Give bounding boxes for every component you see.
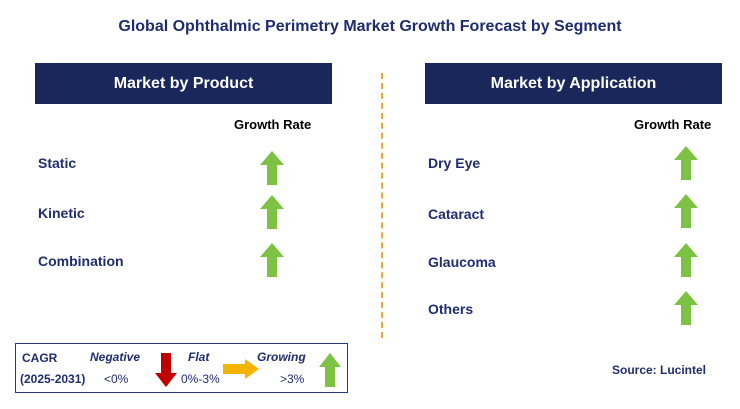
growing-legend-arrow-icon: [319, 353, 341, 387]
panel-divider: [381, 73, 383, 338]
growing-arrow-icon: [674, 146, 698, 180]
legend-flat-label: Flat: [188, 350, 210, 364]
growing-arrow-icon: [674, 194, 698, 228]
application-row-label: Dry Eye: [428, 155, 481, 171]
legend-negative-range: <0%: [104, 372, 129, 386]
growing-arrow-icon: [674, 243, 698, 277]
growing-arrow-icon: [260, 243, 284, 277]
product-growth-rate-heading: Growth Rate: [234, 117, 312, 132]
legend-growing-label: Growing: [257, 350, 306, 364]
application-row-label: Glaucoma: [428, 254, 496, 270]
growing-arrow-icon: [674, 291, 698, 325]
application-row-label: Cataract: [428, 206, 485, 222]
negative-arrow-icon: [155, 353, 177, 387]
product-row-label: Kinetic: [38, 205, 85, 221]
product-panel-header: Market by Product: [35, 63, 332, 104]
legend-cagr-label: CAGR: [22, 351, 58, 365]
product-row-label: Static: [38, 155, 77, 171]
source-note: Source: Lucintel: [612, 363, 707, 377]
product-panel-header-label: Market by Product: [113, 74, 254, 92]
product-row-label: Combination: [38, 253, 124, 269]
page-title: Global Ophthalmic Perimetry Market Growt…: [118, 18, 622, 35]
application-panel-header: Market by Application: [425, 63, 722, 104]
growing-arrow-icon: [260, 195, 284, 229]
legend-negative-label: Negative: [90, 350, 141, 364]
legend-growing-range: >3%: [280, 372, 305, 386]
application-row-label: Others: [428, 301, 474, 317]
legend-flat-range: 0%-3%: [181, 372, 220, 386]
application-growth-rate-heading: Growth Rate: [634, 117, 712, 132]
growing-arrow-icon: [260, 151, 284, 185]
legend-period: (2025-2031): [20, 372, 86, 386]
application-panel-header-label: Market by Application: [490, 74, 657, 92]
cagr-legend: CAGR (2025-2031) Negative <0% Flat 0%-3%…: [15, 343, 348, 393]
flat-arrow-icon: [223, 359, 259, 379]
